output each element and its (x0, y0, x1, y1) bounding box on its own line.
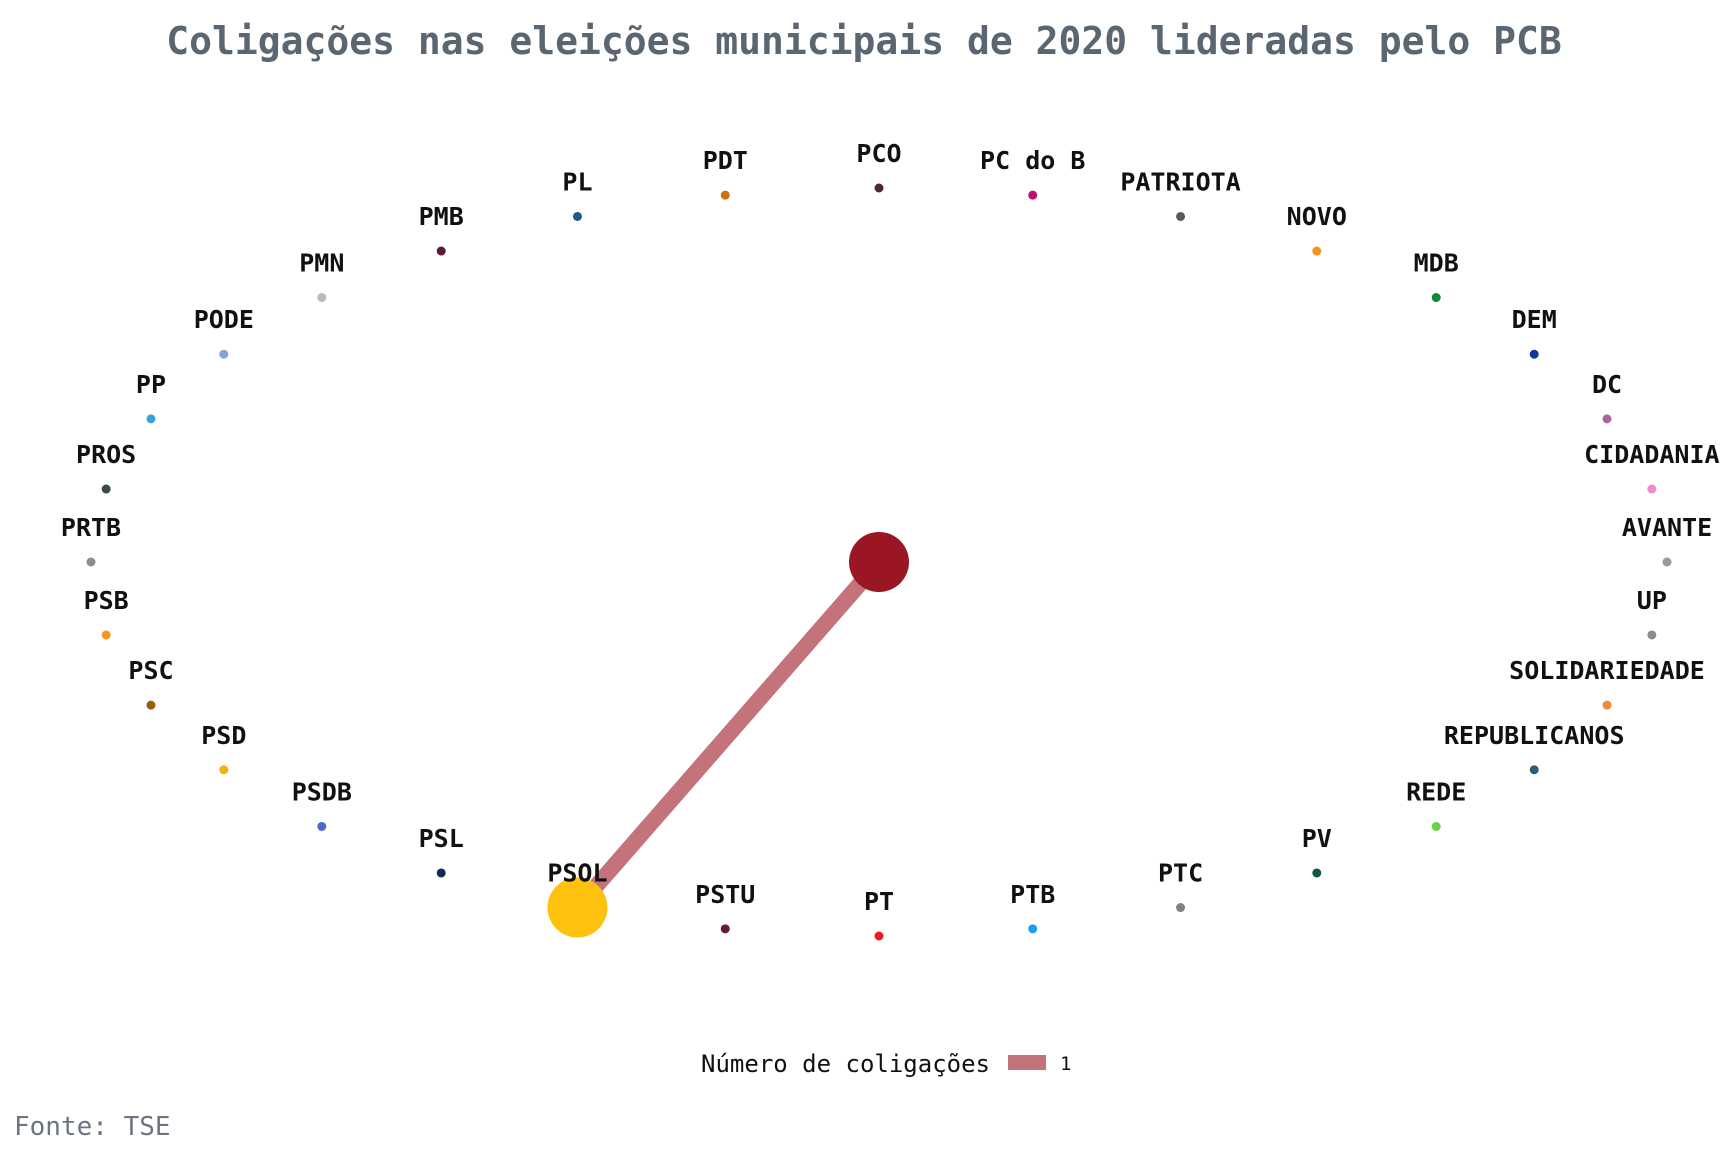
node-label-ptb: PTB (1010, 880, 1055, 909)
node-pp (146, 414, 156, 424)
node-pode (219, 349, 229, 359)
legend-swatch (1008, 1055, 1046, 1070)
edges-layer (571, 556, 886, 913)
node-label-rede: REDE (1406, 777, 1466, 806)
chart-title: Coligações nas eleições municipais de 20… (166, 19, 1562, 63)
node-label-psd: PSD (201, 721, 246, 750)
node-pros (101, 484, 111, 494)
node-label-pt: PT (864, 887, 894, 916)
node-label-up: UP (1637, 586, 1667, 615)
node-pv (1312, 868, 1322, 878)
labels-layer: PCO PC do B PATRIOTA NOVO MDB DEM DC CIDADANIA A… (61, 139, 1720, 916)
node-solidariedade (1602, 700, 1612, 710)
node-pstu (720, 924, 730, 934)
node-psol (547, 877, 608, 938)
node-label-psl: PSL (419, 824, 464, 853)
node-pc-do-b (1028, 190, 1038, 200)
node-label-avante: AVANTE (1622, 513, 1712, 542)
node-pmb (436, 246, 446, 256)
node-pt (874, 931, 884, 941)
nodes-layer (86, 183, 1672, 941)
node-pco (874, 183, 884, 193)
node-avante (1662, 557, 1672, 567)
node-label-psol: PSOL (547, 859, 607, 888)
node-pcb (849, 532, 909, 592)
node-novo (1312, 246, 1322, 256)
legend-value: 1 (1060, 1053, 1071, 1075)
node-label-pp: PP (136, 370, 166, 399)
node-label-pros: PROS (76, 440, 136, 469)
node-label-mdb: MDB (1414, 249, 1459, 278)
node-psb (101, 630, 111, 640)
node-mdb (1431, 293, 1441, 303)
node-pl (572, 211, 582, 221)
node-psc (146, 700, 156, 710)
node-label-patriota: PATRIOTA (1120, 167, 1240, 196)
node-label-republicanos: REPUBLICANOS (1444, 721, 1625, 750)
node-label-pode: PODE (194, 305, 254, 334)
source-caption: Fonte: TSE (14, 1112, 171, 1142)
node-label-solidariedade: SOLIDARIEDADE (1509, 656, 1705, 685)
node-prtb (86, 557, 96, 567)
node-ptc (1176, 903, 1186, 913)
node-psdb (317, 821, 327, 831)
node-label-ptc: PTC (1158, 859, 1203, 888)
node-republicanos (1529, 765, 1539, 775)
node-label-dc: DC (1592, 370, 1622, 399)
node-ptb (1028, 924, 1038, 934)
node-label-pstu: PSTU (695, 880, 755, 909)
node-label-pco: PCO (856, 139, 901, 168)
legend-title: Número de coligações (701, 1050, 990, 1078)
node-cidadania (1647, 484, 1657, 494)
node-pmn (317, 293, 327, 303)
node-rede (1431, 821, 1441, 831)
node-label-pmb: PMB (419, 202, 464, 231)
node-psl (436, 868, 446, 878)
node-label-pdt: PDT (703, 146, 748, 175)
node-label-psb: PSB (84, 586, 129, 615)
node-up (1647, 630, 1657, 640)
node-patriota (1176, 211, 1186, 221)
node-label-pmn: PMN (299, 249, 344, 278)
node-label-pc-do-b: PC do B (980, 146, 1085, 175)
edge-pcb-psol (571, 556, 886, 913)
node-label-pv: PV (1302, 824, 1332, 853)
node-pdt (720, 190, 730, 200)
node-label-prtb: PRTB (61, 513, 121, 542)
node-label-dem: DEM (1512, 305, 1557, 334)
node-label-psdb: PSDB (292, 777, 352, 806)
node-label-cidadania: CIDADANIA (1584, 440, 1719, 469)
node-label-psc: PSC (128, 656, 173, 685)
node-label-pl: PL (562, 167, 592, 196)
node-psd (219, 765, 229, 775)
legend: Número de coligações 1 (701, 1050, 1071, 1078)
node-label-novo: NOVO (1287, 202, 1347, 231)
node-dc (1602, 414, 1612, 424)
node-dem (1529, 349, 1539, 359)
